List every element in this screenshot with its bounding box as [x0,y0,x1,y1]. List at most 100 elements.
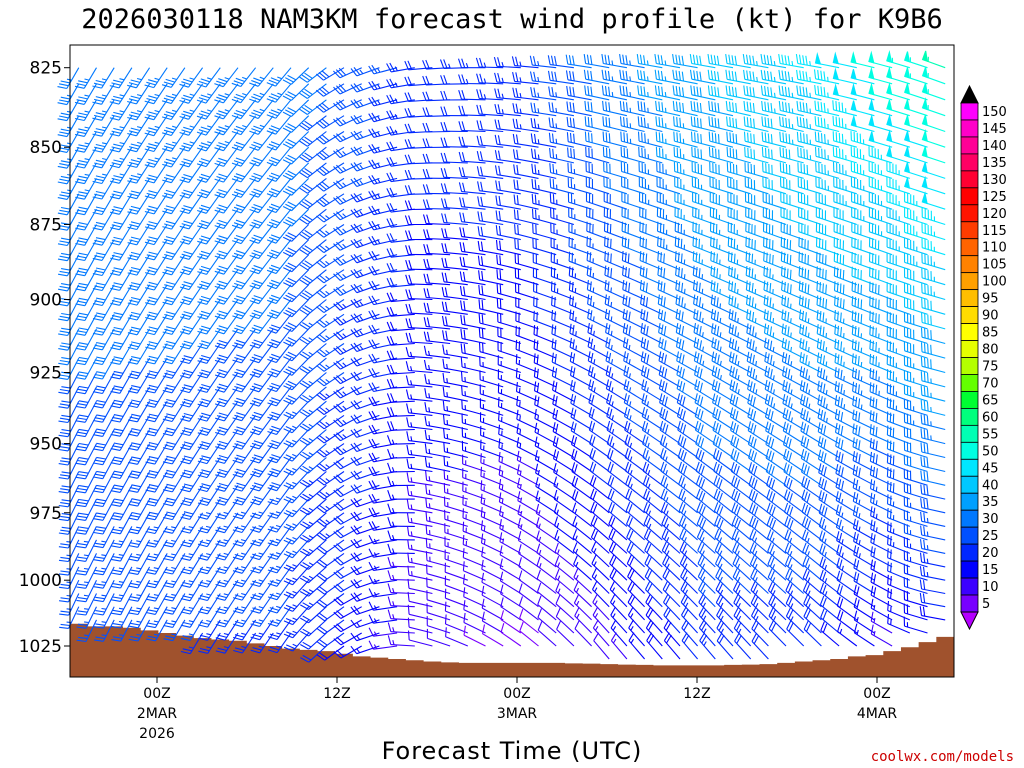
wind-barb-feather [92,117,102,121]
wind-barb [333,606,362,619]
wind-barb-feather [441,228,445,238]
wind-barb-feather [75,362,86,366]
wind-barb-feather [493,56,498,67]
wind-barb-feather [113,159,123,163]
wind-barb [59,579,80,603]
wind-barb-shaft [241,606,257,628]
wind-barb [145,443,168,465]
wind-barb-shaft [85,606,97,629]
wind-barb-feather [387,530,392,540]
wind-barb-feather [495,210,498,220]
wind-barb-feather [145,390,155,394]
wind-barb-half-feather [171,77,177,81]
wind-barb-feather [180,418,190,422]
wind-barb-feather [458,105,463,116]
wind-barb-feather [425,470,428,481]
wind-barb-shaft [207,632,221,654]
wind-barb-feather [234,457,244,462]
wind-barb-shaft [223,313,239,335]
wind-barb-feather [96,498,106,502]
wind-barb-feather [144,100,154,105]
wind-barb-feather [165,251,176,255]
wind-barb-feather [216,175,226,181]
wind-barb-feather [495,180,498,190]
wind-barb-shaft [120,619,133,642]
wind-barb-feather [145,517,156,521]
wind-barb-half-feather [359,286,364,291]
wind-barb-feather [218,310,228,315]
wind-barb-feather [129,487,140,491]
wind-barb [162,208,186,230]
wind-barb [197,224,221,245]
wind-barb-feather [164,555,175,559]
wind-barb-feather [197,488,208,493]
wind-barb [162,146,186,168]
wind-barb-feather [515,119,519,129]
wind-barb [196,131,221,152]
wind-barb-feather [162,271,172,276]
wind-barb-feather [497,119,501,130]
wind-barb [179,254,204,276]
wind-barb-feather [109,117,120,121]
wind-barb-feather [129,528,140,532]
wind-barb-feather [92,180,103,185]
wind-barb-feather [462,271,466,282]
wind-barb-feather [217,581,227,585]
wind-barb-feather [110,490,121,493]
wind-barb-feather [516,180,519,190]
wind-barb-half-feather [325,230,330,235]
wind-barb-half-feather [391,521,395,527]
wind-barb [214,269,239,290]
wind-barb [162,443,186,465]
wind-barb-feather [78,327,89,331]
wind-barb-feather [480,520,484,530]
wind-barb-feather [148,441,159,446]
wind-barb-shaft [463,622,486,634]
wind-barb-feather [386,263,392,273]
wind-barb [425,470,451,486]
wind-barb-feather [232,388,242,393]
wind-barb-half-feather [207,77,212,80]
wind-barb-shaft [101,83,115,105]
wind-barb-feather [59,359,70,363]
wind-barb-feather [147,555,157,559]
wind-barb-shaft [240,67,257,87]
wind-barb-shaft [426,586,451,595]
wind-barb-feather [164,527,175,532]
wind-barb-shaft [390,578,415,581]
wind-barb-feather [513,209,516,219]
wind-barb-feather [234,512,244,517]
wind-barb-feather [128,598,139,602]
wind-barb [109,146,133,169]
wind-barb [179,115,204,136]
wind-barb-shaft [207,606,221,628]
wind-barb [496,254,521,271]
wind-barb-feather [215,460,225,464]
wind-barb-feather [497,104,501,114]
wind-barb [92,178,115,200]
wind-barb-feather [443,90,448,101]
wind-barb-half-feather [83,540,89,543]
wind-barb-feather [251,385,262,390]
wind-barb-feather [75,288,85,292]
wind-barb [162,178,186,199]
wind-barb [57,208,80,231]
wind-barb-half-feather [188,539,194,542]
wind-barb-feather [268,159,278,164]
wind-barb-shaft [102,443,115,465]
wind-barb-feather [146,97,156,102]
wind-barb-shaft [461,98,486,101]
wind-barb [127,131,151,153]
wind-barb-feather [166,441,176,445]
wind-barb-feather [235,173,246,178]
wind-barb-shaft [257,146,274,167]
wind-barb-half-feather [242,92,247,96]
wind-barb [144,131,168,153]
wind-barb-feather [183,235,193,240]
wind-barb-half-feather [84,142,90,145]
wind-barb-feather [253,157,263,162]
wind-barb-feather [404,60,410,71]
wind-barb-feather [405,375,410,385]
wind-barb-feather [198,207,209,212]
wind-barb-feather [163,638,174,642]
